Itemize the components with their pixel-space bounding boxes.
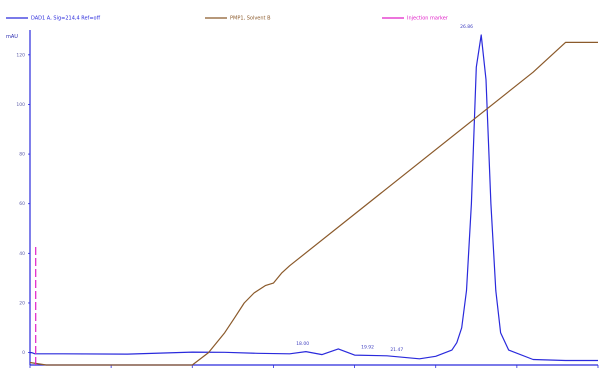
y-tick-label-5: 100 xyxy=(16,102,25,108)
legend-entry-2: Injection marker xyxy=(407,16,449,22)
peak-labels: 18.00 19.92 21.47 26.86 xyxy=(296,24,473,353)
series-line-0 xyxy=(30,34,598,362)
y-tick-label-4: 80 xyxy=(19,152,25,158)
series-group xyxy=(29,34,598,366)
y-tick-label-1: 20 xyxy=(19,300,25,306)
peak-label-2: 21.47 xyxy=(390,347,403,353)
legend: DAD1 A, Sig=214,4 Ref=off PMP1, Solvent B… xyxy=(6,16,449,22)
y-tick-label-6: 120 xyxy=(16,52,25,58)
series-line-1 xyxy=(29,41,598,366)
peak-label-1: 19.92 xyxy=(361,345,374,351)
legend-entry-1: PMP1, Solvent B xyxy=(230,16,271,22)
y-tick-label-0: 0 xyxy=(22,350,25,356)
legend-entry-0: DAD1 A, Sig=214,4 Ref=off xyxy=(31,16,101,22)
y-tick-label-3: 60 xyxy=(19,201,25,207)
y-unit-label: mAU xyxy=(6,34,18,40)
y-ticks: 0 20 40 60 80 100 120 xyxy=(16,52,30,356)
peak-label-3: 26.86 xyxy=(460,24,473,30)
y-tick-label-2: 40 xyxy=(19,251,25,257)
peak-label-0: 18.00 xyxy=(296,341,309,347)
